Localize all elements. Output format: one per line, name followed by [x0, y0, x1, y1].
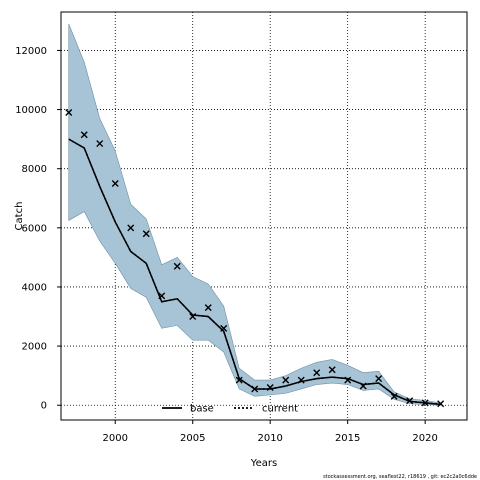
observation-stroke [111, 179, 119, 187]
observation-point [80, 131, 88, 139]
observation-point [328, 366, 336, 374]
observation-stroke [437, 400, 445, 408]
observation-point [375, 375, 383, 383]
observation-stroke [204, 304, 212, 312]
observation-stroke [328, 366, 336, 374]
observation-point [158, 292, 166, 300]
y-tick-label: 0 [41, 401, 47, 412]
observation-point [359, 382, 367, 390]
plot-frame [60, 11, 468, 421]
observation-stroke [173, 262, 181, 270]
y-tick-label: 2000 [22, 342, 47, 353]
confidence-band-area [68, 23, 441, 406]
observation-point [344, 376, 352, 384]
y-tick-label: 4000 [22, 282, 47, 293]
y-tick-label: 12000 [15, 46, 47, 57]
observation-stroke [251, 385, 259, 393]
observation-point [65, 109, 73, 117]
observation-point [313, 369, 321, 377]
observation-point [390, 392, 398, 400]
y-tick-label: 6000 [22, 223, 47, 234]
observation-point [189, 313, 197, 321]
observation-point [282, 376, 290, 384]
x-tick-label: 2020 [412, 433, 437, 444]
footnote: stockassessment.org, seaflest22, r18619 … [323, 474, 477, 480]
observation-point [297, 376, 305, 384]
x-tick-label: 2000 [103, 433, 128, 444]
observation-point [220, 324, 228, 332]
y-tick-label: 10000 [15, 105, 47, 116]
legend-label-current: current [262, 404, 298, 415]
observation-point [96, 140, 104, 148]
x-tick-label: 2015 [335, 433, 360, 444]
observation-stroke [359, 382, 367, 390]
observation-stroke [127, 224, 135, 232]
observation-stroke [235, 376, 243, 384]
observation-point [173, 262, 181, 270]
observation-stroke [390, 392, 398, 400]
observation-point [142, 230, 150, 238]
observation-point [204, 304, 212, 312]
observation-stroke [421, 399, 429, 407]
observation-point [251, 385, 259, 393]
x-tick-label: 2010 [257, 433, 282, 444]
observation-point [235, 376, 243, 384]
observation-stroke [220, 324, 228, 332]
observation-stroke [142, 230, 150, 238]
observation-stroke [266, 383, 274, 391]
observation-stroke [406, 397, 414, 405]
observation-point [111, 179, 119, 187]
x-tick-label: 2005 [180, 433, 205, 444]
x-axis-title: Years [250, 458, 277, 469]
legend-label-base: base [190, 404, 214, 415]
observation-stroke [282, 376, 290, 384]
y-axis: 0 2000 4000 6000 8000 10000 12000 [15, 46, 61, 412]
observation-stroke [96, 140, 104, 148]
observation-stroke [65, 109, 73, 117]
observation-stroke [189, 313, 197, 321]
observation-stroke [375, 375, 383, 383]
legend: base current [162, 404, 298, 415]
y-axis-title: Catch [14, 202, 25, 231]
observation-stroke [80, 131, 88, 139]
observation-point [421, 399, 429, 407]
observation-stroke [158, 292, 166, 300]
observation-stroke [344, 376, 352, 384]
observation-stroke [297, 376, 305, 384]
observation-markers [65, 109, 445, 408]
observation-point [266, 383, 274, 391]
observation-stroke [313, 369, 321, 377]
x-axis: 2000 2005 2010 2015 2020 [103, 420, 438, 444]
y-tick-label: 8000 [22, 164, 47, 175]
observation-point [406, 397, 414, 405]
observation-point [437, 400, 445, 408]
observation-point [127, 224, 135, 232]
confidence-band [68, 23, 441, 406]
